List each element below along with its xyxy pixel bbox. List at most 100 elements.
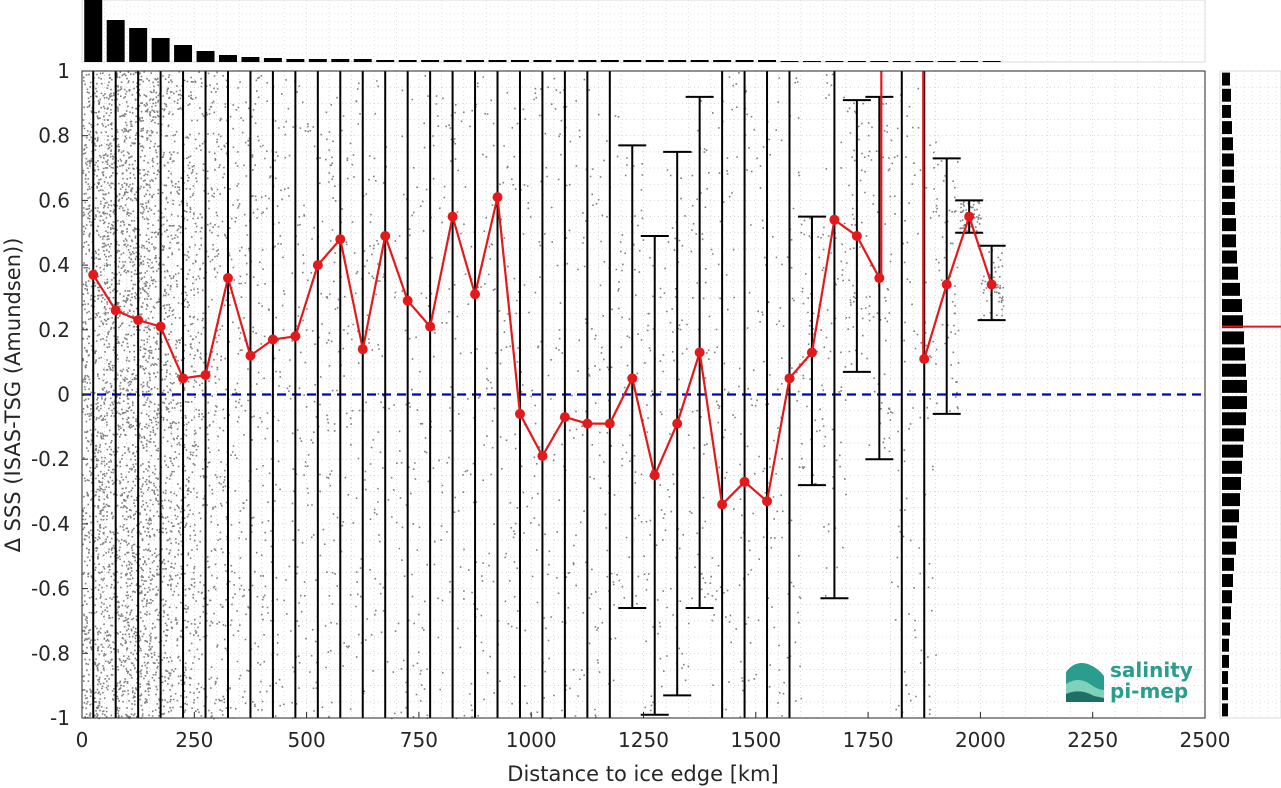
- x-axis-label: Distance to ice edge [km]: [507, 762, 778, 786]
- x-tick-label: 1500: [730, 728, 781, 752]
- right-histogram-bar: [1222, 638, 1229, 652]
- series-point: [829, 214, 840, 225]
- series-point: [784, 373, 795, 384]
- right-histogram-bar: [1222, 428, 1244, 442]
- series-point: [470, 289, 481, 300]
- top-histogram-bar: [645, 60, 664, 62]
- main-plot: [81, 70, 1206, 720]
- series-point: [312, 260, 323, 271]
- series-line-segment: [923, 213, 993, 360]
- top-histogram-bar: [600, 60, 619, 62]
- top-histogram-bar: [713, 60, 732, 62]
- series-point: [267, 334, 278, 345]
- right-histogram-bar: [1222, 654, 1229, 668]
- right-histogram-bar: [1222, 396, 1247, 410]
- right-histogram-bar: [1222, 315, 1243, 329]
- series-point: [155, 321, 166, 332]
- right-histogram-bar: [1222, 104, 1231, 118]
- series-point: [178, 373, 189, 384]
- right-histogram-bar: [1222, 460, 1242, 474]
- top-histogram-bar: [488, 60, 507, 62]
- series-point: [425, 321, 436, 332]
- right-histogram-bar: [1222, 282, 1240, 296]
- series-point: [290, 331, 301, 342]
- right-histogram-frame: [1219, 70, 1281, 719]
- y-tick-label: 0.2: [38, 318, 70, 342]
- top-histogram-panel: [81, 0, 1206, 63]
- x-tick-label: 1250: [618, 728, 669, 752]
- right-histogram-bar: [1222, 379, 1247, 393]
- salinity-pi-mep-logo: salinity pi-mep: [1066, 658, 1193, 703]
- right-histogram-bar: [1222, 493, 1240, 507]
- y-tick-label: -0.4: [31, 512, 70, 536]
- y-axis-ticks: -1 -0.8 -0.6 -0.4 -0.2 0 0.2 0.4 0.6 0.8 1: [31, 59, 88, 730]
- series-point: [492, 192, 503, 203]
- y-tick-label: 0.6: [38, 188, 70, 212]
- series-point: [874, 273, 885, 284]
- series-point: [717, 499, 728, 510]
- x-tick-label: 1000: [506, 728, 557, 752]
- right-histogram-bar: [1222, 412, 1246, 426]
- top-histogram-bar: [690, 60, 709, 62]
- series-point: [694, 347, 705, 358]
- right-histogram-bar: [1222, 590, 1232, 604]
- x-tick-label: 2250: [1067, 728, 1118, 752]
- right-histogram-bar: [1222, 331, 1244, 345]
- right-histogram-panel: [1219, 70, 1281, 719]
- right-histogram-bar: [1222, 444, 1243, 458]
- right-histogram-bar: [1222, 363, 1246, 377]
- series-point: [447, 211, 458, 222]
- series-point: [357, 344, 368, 355]
- right-histogram-bar: [1222, 153, 1234, 167]
- top-histogram-bar: [802, 61, 821, 62]
- top-histogram-bar: [915, 61, 934, 62]
- series-point: [627, 373, 638, 384]
- right-histogram-bar: [1222, 88, 1231, 102]
- x-tick-label: 0: [76, 728, 89, 752]
- right-histogram-bar: [1222, 622, 1230, 636]
- top-histogram-bar: [286, 59, 305, 62]
- y-tick-label: -0.8: [31, 641, 70, 665]
- right-histogram-bar: [1222, 574, 1233, 587]
- x-tick-label: 2500: [1180, 728, 1231, 752]
- top-histogram-bar: [937, 61, 956, 62]
- series-point: [380, 230, 391, 241]
- y-axis-label: Δ SSS (ISAS-TSG (Amundsen)): [1, 238, 25, 553]
- top-histogram-bar: [510, 60, 529, 62]
- top-histogram-bar: [982, 61, 1001, 62]
- logo-line2: pi-mep: [1110, 679, 1188, 703]
- x-tick-label: 500: [288, 728, 326, 752]
- x-tick-label: 1750: [843, 728, 894, 752]
- series-point: [88, 269, 99, 280]
- y-tick-label: 0.8: [38, 124, 70, 148]
- top-histogram-bar: [623, 60, 642, 62]
- x-tick-label: 750: [400, 728, 438, 752]
- y-tick-label: 0.4: [38, 253, 70, 277]
- series-point: [806, 347, 817, 358]
- series-point: [402, 295, 413, 306]
- right-histogram-bar: [1222, 202, 1235, 215]
- top-histogram-frame: [81, 0, 1206, 63]
- right-histogram-bars: [1222, 72, 1247, 717]
- top-histogram-bar: [466, 60, 485, 62]
- top-histogram-bar: [758, 60, 777, 62]
- series-point: [919, 353, 930, 364]
- top-histogram-bar: [555, 60, 574, 62]
- logo-line1: salinity: [1110, 658, 1193, 682]
- right-histogram-bar: [1222, 347, 1245, 361]
- top-histogram-bar: [421, 60, 440, 62]
- series-point: [762, 496, 773, 507]
- top-histogram-bar: [578, 60, 597, 62]
- right-histogram-bar: [1222, 137, 1233, 151]
- right-histogram-bar: [1222, 169, 1234, 183]
- top-histogram-bar: [331, 59, 350, 62]
- right-histogram-bar: [1222, 557, 1234, 571]
- top-histogram-bar: [398, 60, 417, 62]
- series-point: [604, 418, 615, 429]
- top-histogram-bar: [780, 61, 799, 62]
- top-histogram-bar: [263, 58, 282, 62]
- right-histogram-bar: [1222, 72, 1230, 86]
- right-histogram-bar: [1222, 121, 1232, 135]
- top-histogram-bar: [870, 61, 889, 62]
